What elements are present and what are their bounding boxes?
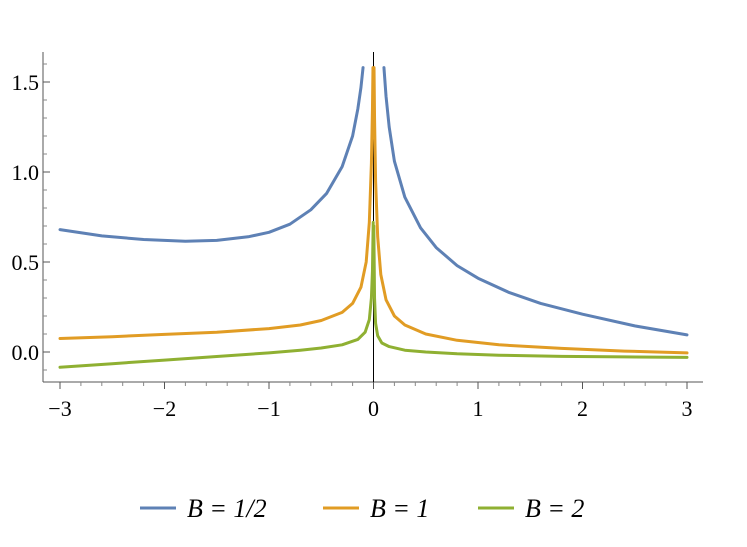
y-tick-label: 0.0 bbox=[12, 340, 40, 365]
legend: B = 1/2 B = 1 B = 2 bbox=[140, 494, 584, 523]
x-tick-label: −3 bbox=[48, 396, 71, 421]
x-tick-label: 3 bbox=[682, 396, 693, 421]
legend-label-2: B = 1 bbox=[370, 494, 429, 523]
series-line-1 bbox=[58, 66, 689, 337]
x-tick-label: 1 bbox=[473, 396, 484, 421]
series-line-2 bbox=[58, 66, 689, 355]
axes: −3 −2 −1 0 1 2 3 0.0 0.5 1.0 1.5 bbox=[12, 52, 703, 421]
x-tick-label: 0 bbox=[368, 396, 379, 421]
x-tick-label: −2 bbox=[153, 396, 176, 421]
legend-label-3: B = 2 bbox=[525, 494, 584, 523]
series-line-3 bbox=[58, 220, 689, 369]
y-tick-label: 1.5 bbox=[12, 70, 40, 95]
y-tick-label: 0.5 bbox=[12, 250, 40, 275]
y-tick-label: 1.0 bbox=[12, 160, 40, 185]
plot-area bbox=[58, 66, 689, 369]
x-tick-label: −1 bbox=[257, 396, 280, 421]
x-tick-label: 2 bbox=[577, 396, 588, 421]
legend-label-1: B = 1/2 bbox=[187, 494, 267, 523]
